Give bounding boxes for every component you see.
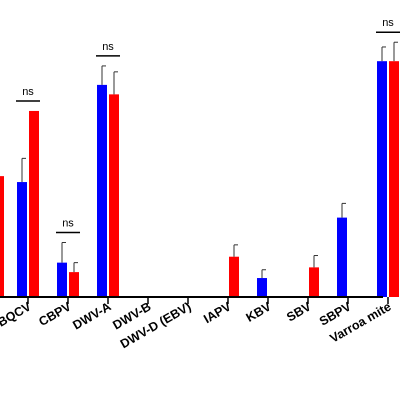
bar-red-iapv bbox=[229, 256, 239, 297]
bars-group bbox=[0, 61, 399, 298]
ns-label-varroa-mite: ns bbox=[382, 17, 394, 29]
bar-blue-sbpv bbox=[337, 217, 347, 297]
ns-label-bqcv: ns bbox=[22, 86, 34, 98]
bar-blue-bqcv bbox=[17, 182, 27, 297]
x-tick-label-kbv: KBV bbox=[244, 299, 274, 325]
error-bars-group bbox=[21, 41, 398, 279]
ns-label-dwv-a: ns bbox=[102, 41, 114, 53]
bar-red-sbv bbox=[309, 267, 319, 297]
bar-red-cbpv bbox=[69, 272, 79, 297]
bar-red-varroa-mite bbox=[389, 61, 399, 298]
bar-blue-kbv bbox=[257, 278, 267, 297]
x-tick-label-sbv: SBV bbox=[284, 299, 314, 324]
bar-blue-cbpv bbox=[57, 262, 67, 297]
bar-red-dwv-a bbox=[109, 94, 119, 298]
ns-label-cbpv: ns bbox=[62, 217, 74, 229]
x-tick-label-iapv: IAPV bbox=[201, 299, 234, 326]
bar-red-bqcv bbox=[29, 110, 39, 297]
bar-blue-varroa-mite bbox=[377, 61, 387, 298]
x-tick-label-bqcv: BQCV bbox=[0, 299, 34, 330]
x-tick-label-dwv-a: DWV-A bbox=[70, 299, 113, 332]
x-tick-label-cbpv: CBPV bbox=[36, 299, 74, 329]
partial-bar-left bbox=[0, 176, 4, 297]
x-ticks-group bbox=[27, 297, 389, 304]
bar-blue-dwv-a bbox=[97, 84, 107, 297]
annotations-group: ns ns ns ns bbox=[16, 17, 400, 234]
